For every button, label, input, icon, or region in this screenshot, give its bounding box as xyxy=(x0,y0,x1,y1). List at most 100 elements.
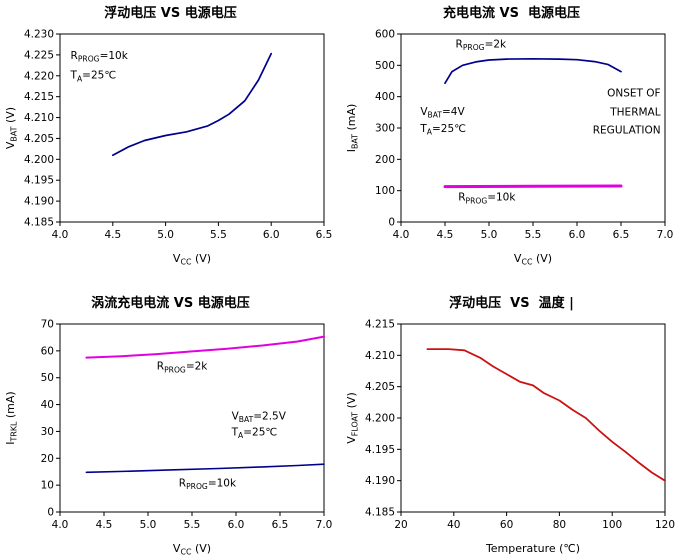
series-rprog-2k xyxy=(444,57,622,85)
series-rprog-2k xyxy=(85,335,325,359)
chart-float-voltage-vs-temperature: 浮动电压 VS 温度 | 20 40 60 80 100 120 4.185 4.190 4.1… xyxy=(341,294,682,558)
x-tick-label: 7.0 xyxy=(657,229,674,241)
x-tick-label: 5.0 xyxy=(140,519,157,531)
annotation: TA=25℃ xyxy=(419,123,466,137)
plot-area xyxy=(59,33,325,223)
x-tick-label: 6.0 xyxy=(228,519,245,531)
x-tick-label: 100 xyxy=(602,519,622,531)
x-tick-label: 5.0 xyxy=(157,229,174,241)
y-tick-label: 4.195 xyxy=(365,444,395,456)
x-tick-label: 5.5 xyxy=(184,519,201,531)
y-tick-label: 4.205 xyxy=(24,133,54,145)
y-tick-label: 500 xyxy=(375,60,395,72)
chart-title: 充电电流 VS 电源电压 xyxy=(442,6,580,21)
x-tick-label: 80 xyxy=(553,519,566,531)
y-tick-label: 600 xyxy=(375,29,395,41)
x-axis-label: VCC (V) xyxy=(173,252,211,267)
x-tick-label: 4.5 xyxy=(104,229,121,241)
y-tick-label: 300 xyxy=(375,123,395,135)
y-tick-label: 4.190 xyxy=(365,475,395,487)
chart-float-voltage-vs-supply-voltage: 浮动电压 VS 电源电压 4.0 4.5 5.0 5.5 6.0 6.5 4.185 4.19… xyxy=(0,4,341,268)
plot-area xyxy=(59,323,325,513)
plot-area xyxy=(400,323,666,513)
x-tick-label: 20 xyxy=(394,519,407,531)
x-tick-label: 5.5 xyxy=(525,229,542,241)
y-tick-label: 60 xyxy=(41,345,54,357)
x-tick-label: 4.5 xyxy=(96,519,113,531)
x-tick-label: 6.5 xyxy=(613,229,630,241)
x-tick-label: 40 xyxy=(447,519,460,531)
y-tick-label: 4.185 xyxy=(365,507,395,519)
x-tick-label: 6.0 xyxy=(263,229,280,241)
y-tick-label: 70 xyxy=(41,319,54,331)
y-tick-label: 4.220 xyxy=(24,70,54,82)
annotation: VBAT=4V xyxy=(420,106,465,120)
chart-title: 浮动电压 VS 电源电压 xyxy=(104,6,237,21)
annotation: TA=25℃ xyxy=(70,70,117,84)
y-tick-label: 4.225 xyxy=(24,49,54,61)
y-tick-label: 200 xyxy=(375,154,395,166)
series-vfloat xyxy=(426,348,666,482)
y-tick-label: 4.215 xyxy=(365,319,395,331)
x-axis-label: VCC (V) xyxy=(514,252,552,267)
annotation: RPROG=10k xyxy=(179,477,237,491)
x-tick-label: 6.5 xyxy=(316,229,333,241)
x-tick-label: 7.0 xyxy=(316,519,333,531)
y-tick-label: 40 xyxy=(41,399,54,411)
chart-trickle-charge-current-vs-supply-voltage: 涡流充电电流 VS 电源电压 4.0 4.5 5.0 5.5 6.0 6.5 7.0 0 10 2… xyxy=(0,294,341,558)
annotation: RPROG=10k xyxy=(71,50,129,64)
y-axis-label: ITRKL (mA) xyxy=(4,391,19,444)
annotation: VBAT=2.5V xyxy=(232,410,287,424)
y-tick-label: 50 xyxy=(41,372,54,384)
y-tick-label: 4.210 xyxy=(365,350,395,362)
y-tick-label: 4.215 xyxy=(24,91,54,103)
x-axis-label: Temperature (℃) xyxy=(485,542,580,555)
x-tick-label: 120 xyxy=(655,519,675,531)
x-tick-label: 6.5 xyxy=(272,519,289,531)
series-rprog-10k xyxy=(111,52,273,157)
y-axis-label: VBAT (V) xyxy=(4,107,19,149)
y-tick-label: 10 xyxy=(41,480,54,492)
x-tick-label: 4.5 xyxy=(437,229,454,241)
chart-title: 浮动电压 VS 温度 | xyxy=(449,296,574,311)
y-tick-label: 0 xyxy=(47,507,54,519)
y-tick-label: 4.200 xyxy=(365,413,395,425)
x-axis-label: VCC (V) xyxy=(173,542,211,557)
annotation: THERMAL xyxy=(609,106,660,118)
annotation: TA=25℃ xyxy=(231,426,278,440)
chart-plot: 4.0 4.5 5.0 5.5 6.0 6.5 7.0 0 100 200 300 400 500 600… xyxy=(345,29,674,267)
chart-plot: 20 40 60 80 100 120 4.185 4.190 4.195 4.200 4.205 4… xyxy=(345,319,675,556)
y-tick-label: 400 xyxy=(375,91,395,103)
x-tick-label: 4.0 xyxy=(393,229,410,241)
plot-area xyxy=(400,33,666,223)
y-axis-label: IBAT (mA) xyxy=(345,104,360,153)
y-tick-label: 4.205 xyxy=(365,381,395,393)
y-tick-label: 100 xyxy=(375,185,395,197)
x-tick-label: 60 xyxy=(500,519,513,531)
chart-charge-current-vs-supply-voltage: 充电电流 VS 电源电压 4.0 4.5 5.0 5.5 6.0 6.5 7.0 0 100 20… xyxy=(341,4,682,268)
y-tick-label: 4.190 xyxy=(24,196,54,208)
x-tick-label: 6.0 xyxy=(569,229,586,241)
y-tick-label: 4.200 xyxy=(24,154,54,166)
x-tick-label: 5.0 xyxy=(481,229,498,241)
annotation: RPROG=10k xyxy=(458,192,516,206)
annotation: REGULATION xyxy=(593,125,661,137)
annotation: RPROG=2k xyxy=(157,361,208,375)
series-rprog-10k xyxy=(443,184,623,189)
x-tick-label: 5.5 xyxy=(210,229,227,241)
annotation: RPROG=2k xyxy=(456,38,507,52)
y-axis-label: VFLOAT (V) xyxy=(345,392,360,443)
y-tick-label: 4.185 xyxy=(24,217,54,229)
y-tick-label: 4.195 xyxy=(24,175,54,187)
series-rprog-10k xyxy=(85,463,325,474)
y-tick-label: 20 xyxy=(41,453,54,465)
y-tick-label: 30 xyxy=(41,426,54,438)
chart-plot: 4.0 4.5 5.0 5.5 6.0 6.5 4.185 4.190 4.195 4.200 4.… xyxy=(4,29,333,267)
chart-plot: 4.0 4.5 5.0 5.5 6.0 6.5 7.0 0 10 20 30 40 50 60 70 VCC … xyxy=(4,319,333,557)
x-tick-label: 4.0 xyxy=(52,229,69,241)
annotation: ONSET OF xyxy=(607,88,660,100)
chart-title: 涡流充电电流 VS 电源电压 xyxy=(91,296,250,311)
y-tick-label: 4.210 xyxy=(24,112,54,124)
y-tick-label: 4.230 xyxy=(24,29,54,41)
y-tick-label: 0 xyxy=(388,217,395,229)
